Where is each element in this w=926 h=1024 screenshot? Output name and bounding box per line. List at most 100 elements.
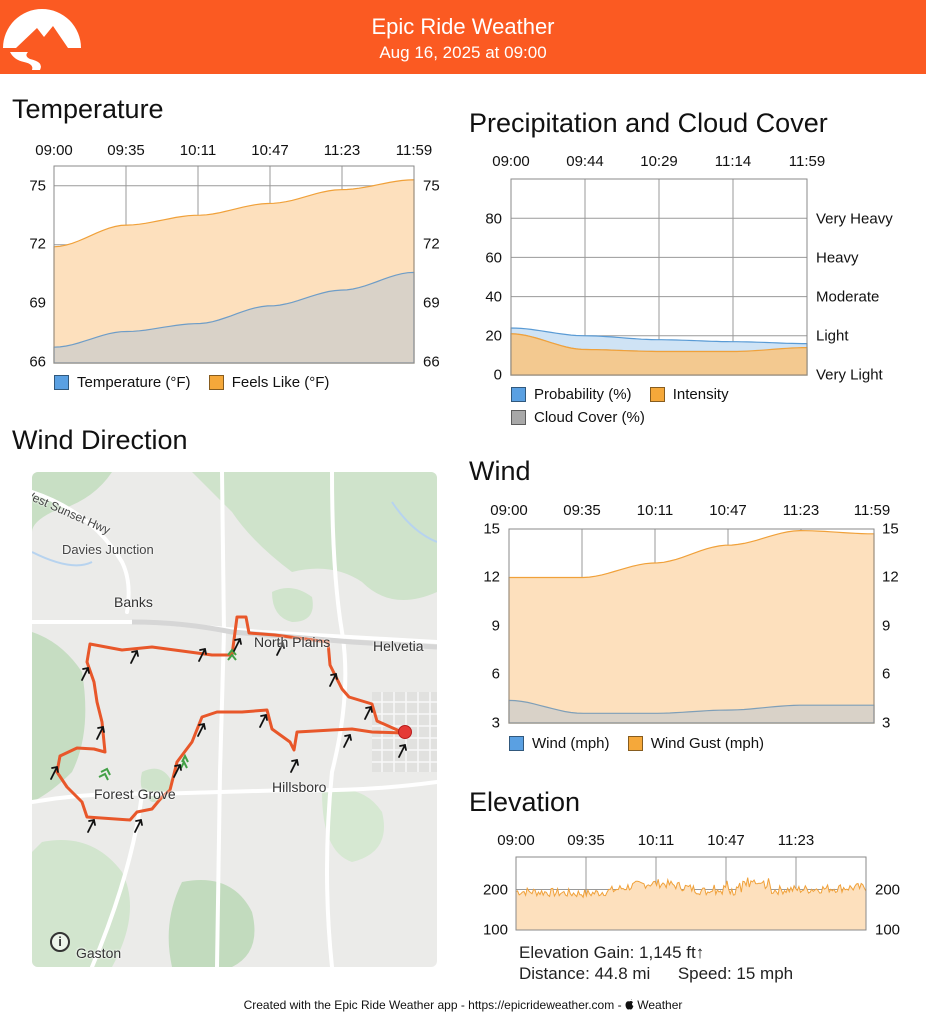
temp-x-tick: 10:47 [251, 142, 289, 159]
legend-item: Cloud Cover (%) [511, 409, 645, 426]
elevation-plot [515, 856, 867, 931]
temperature-legend: Temperature (°F) Feels Like (°F) [54, 374, 343, 394]
legend-swatch [649, 387, 665, 402]
precip-y-tick: 20 [485, 327, 502, 345]
elev-y-tick: 200 [482, 881, 508, 899]
plot-frame [515, 856, 867, 931]
precip-x-tick: 09:00 [492, 153, 530, 170]
legend-swatch [54, 375, 69, 390]
plot-frame [508, 528, 875, 724]
map-label-hillsboro: Hillsboro [272, 779, 327, 795]
temp-y-tick: 69 [29, 294, 46, 312]
temp-y-tick: 66 [29, 353, 46, 371]
series-area [508, 529, 875, 724]
plot-frame [510, 178, 808, 376]
legend-item: Temperature (°F) [54, 374, 191, 391]
elev-y-tick-right: 200 [875, 881, 901, 899]
precip-intensity-tick: Very Light [816, 366, 883, 384]
wind-x-tick: 09:00 [490, 502, 528, 519]
distance-stat: Distance: 44.8 mi [519, 964, 651, 983]
plot-frame [53, 165, 415, 364]
map-label-helvetia: Helvetia [373, 638, 424, 654]
wind-y-tick: 6 [491, 665, 500, 683]
precip-intensity-tick: Very Heavy [816, 210, 893, 228]
wind-x-tick: 10:47 [709, 502, 747, 519]
precip-intensity-tick: Heavy [816, 249, 859, 267]
map-label-gaston: Gaston [76, 945, 122, 961]
apple-icon [625, 999, 634, 1010]
precipitation-plot [510, 178, 808, 376]
weather-attribution: Weather [637, 998, 683, 1012]
ride-stats: Distance: 44.8 mi Speed: 15 mph [519, 964, 793, 984]
precip-y-tick: 40 [485, 288, 502, 306]
wind-y-tick-right: 9 [882, 617, 891, 635]
temp-y-tick: 72 [29, 235, 46, 253]
legend-item: Intensity [649, 386, 729, 403]
temp-y-tick-right: 75 [423, 177, 440, 195]
wind-legend: Wind (mph) Wind Gust (mph) [509, 735, 778, 755]
temp-y-tick: 75 [29, 177, 46, 195]
legend-item: Wind Gust (mph) [627, 735, 764, 752]
legend-swatch [208, 375, 224, 390]
series-area [510, 333, 808, 376]
wind-y-tick: 9 [491, 617, 500, 635]
legend-label: Probability (%) [534, 386, 632, 403]
legend-swatch [511, 410, 526, 425]
series-area [53, 271, 415, 364]
temp-x-tick: 09:00 [35, 142, 73, 159]
wind-direction-title: Wind Direction [12, 425, 188, 455]
ride-date: Aug 16, 2025 at 09:00 [379, 43, 547, 62]
legend-label: Temperature (°F) [77, 374, 191, 391]
elev-y-tick-right: 100 [875, 921, 901, 939]
series-area [515, 877, 867, 931]
precip-x-tick: 11:59 [788, 153, 826, 170]
footer-credit: Created with the Epic Ride Weather app -… [243, 998, 625, 1012]
legend-swatch [511, 387, 526, 402]
temp-x-tick: 10:11 [179, 142, 217, 159]
precip-x-tick: 10:29 [640, 153, 678, 170]
elev-y-tick: 100 [482, 921, 508, 939]
legend-label: Intensity [672, 386, 729, 403]
elev-x-tick: 09:35 [567, 832, 605, 849]
precip-x-tick: 09:44 [566, 153, 604, 170]
wind-y-tick: 3 [491, 714, 500, 732]
temp-x-tick: 11:59 [395, 142, 433, 159]
temperature-title: Temperature [12, 94, 164, 124]
precip-intensity-tick: Moderate [816, 288, 880, 306]
map-canvas [32, 472, 437, 967]
wind-y-tick: 15 [483, 520, 500, 538]
precipitation-title: Precipitation and Cloud Cover [469, 108, 828, 138]
temp-y-tick-right: 69 [423, 294, 440, 312]
legend-label: Cloud Cover (%) [534, 409, 645, 426]
elev-x-tick: 10:11 [637, 832, 675, 849]
temp-y-tick-right: 72 [423, 235, 440, 253]
precip-x-tick: 11:14 [714, 153, 752, 170]
precip-y-tick: 80 [485, 210, 502, 228]
precip-intensity-tick: Light [816, 327, 849, 345]
legend-item: Probability (%) [511, 386, 632, 403]
elevation-gain: Elevation Gain: 1,145 ft↑ [519, 943, 705, 962]
speed-stat: Speed: 15 mph [677, 964, 794, 983]
elev-x-tick: 10:47 [707, 832, 745, 849]
legend-item: Wind (mph) [509, 735, 610, 752]
wind-y-tick-right: 6 [882, 665, 891, 683]
temp-x-tick: 11:23 [323, 142, 361, 159]
map-label-north-plains: North Plains [254, 634, 331, 650]
info-icon[interactable]: i [50, 932, 70, 952]
route-map[interactable]: West Sunset Hwy Davies Junction Banks No… [32, 472, 437, 967]
wind-title: Wind [469, 456, 531, 486]
map-label-forest-grove: Forest Grove [94, 786, 176, 802]
elev-x-tick: 09:00 [497, 832, 535, 849]
wind-x-tick: 11:23 [782, 502, 820, 519]
wind-y-tick: 12 [483, 568, 500, 586]
legend-label: Wind (mph) [532, 735, 610, 752]
map-label-banks: Banks [114, 594, 153, 610]
wind-x-tick: 11:59 [853, 502, 891, 519]
wind-y-tick-right: 15 [882, 520, 899, 538]
series-area [508, 699, 875, 724]
footer: Created with the Epic Ride Weather app -… [0, 998, 926, 1012]
legend-swatch [509, 736, 524, 751]
temperature-plot [53, 165, 415, 364]
temp-y-tick-right: 66 [423, 353, 440, 371]
app-header: Epic Ride Weather Aug 16, 2025 at 09:00 [0, 0, 926, 74]
